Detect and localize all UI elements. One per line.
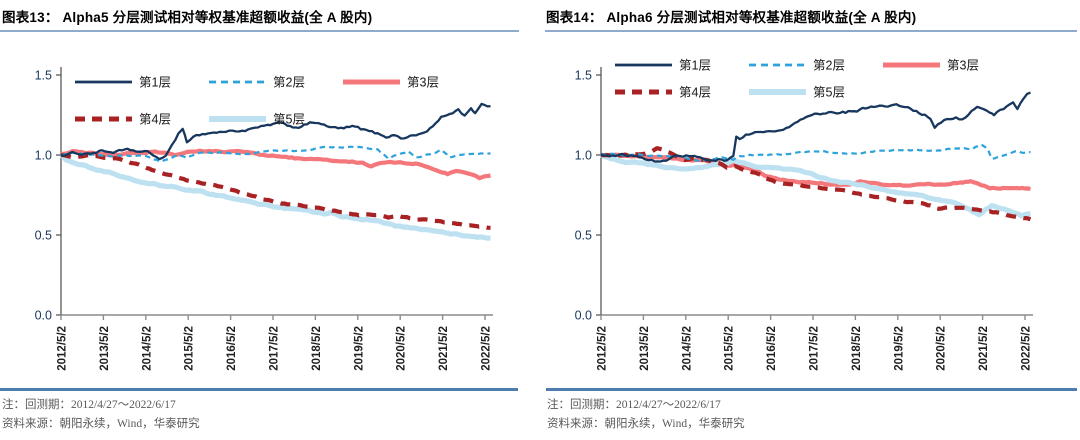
- legend-item-第3层: 第3层: [343, 76, 439, 90]
- x-tick-label: 2020/5/2: [396, 326, 408, 371]
- figure-14-note-backtest-period: 注：回测期：2012/4/27～2022/6/17: [547, 399, 721, 411]
- x-tick-label: 2022/5/2: [481, 326, 493, 371]
- series-line-第4层: [60, 152, 491, 230]
- figure-14-title: 图表14： Alpha6 分层测试相对等权基准超额收益(全 A 股内): [546, 10, 917, 25]
- series-line-第5层: [59, 152, 491, 241]
- figure-14-title-underline: [545, 30, 1077, 32]
- legend-label: 第3层: [947, 59, 979, 73]
- x-tick-label: 2013/5/2: [639, 326, 651, 371]
- legend-label: 第2层: [813, 59, 845, 73]
- figure-13-note-source: 资料来源：朝阳永续，Wind，华泰研究: [2, 418, 200, 430]
- x-tick-label: 2016/5/2: [226, 326, 238, 371]
- y-tick-label: 1.5: [35, 69, 52, 83]
- x-tick-label: 2013/5/2: [99, 326, 111, 371]
- legend-label: 第2层: [273, 76, 305, 90]
- legend-item-第1层: 第1层: [615, 59, 711, 73]
- legend-item-第1层: 第1层: [75, 76, 171, 90]
- x-tick-label: 2016/5/2: [766, 326, 778, 371]
- legend-item-第5层: 第5层: [749, 86, 845, 100]
- legend-item-第2层: 第2层: [209, 76, 305, 90]
- y-tick-label: 1.0: [575, 149, 592, 163]
- x-tick-label: 2014/5/2: [141, 326, 153, 371]
- series-line-第1层: [60, 102, 491, 161]
- x-tick-label: 2021/5/2: [438, 326, 450, 371]
- legend-label: 第4层: [139, 113, 171, 127]
- series-line-第3层: [60, 148, 491, 181]
- x-tick-label: 2018/5/2: [311, 326, 323, 371]
- x-tick-label: 2020/5/2: [936, 326, 948, 371]
- legend-label: 第5层: [273, 113, 305, 127]
- y-tick-label: 1.0: [35, 149, 52, 163]
- x-tick-label: 2017/5/2: [809, 326, 821, 371]
- x-tick-label: 2019/5/2: [893, 326, 905, 371]
- legend-label: 第1层: [679, 59, 711, 73]
- legend-item-第3层: 第3层: [883, 59, 979, 73]
- legend-item-第2层: 第2层: [749, 59, 845, 73]
- y-tick-label: 0.5: [575, 229, 592, 243]
- figure-13-title: 图表13： Alpha5 分层测试相对等权基准超额收益(全 A 股内): [2, 10, 373, 25]
- y-tick-label: 1.5: [575, 69, 592, 83]
- x-tick-label: 2017/5/2: [269, 326, 281, 371]
- x-tick-label: 2012/5/2: [57, 326, 69, 371]
- y-tick-label: 0.0: [35, 309, 52, 323]
- legend-item-第4层: 第4层: [615, 86, 711, 100]
- x-tick-label: 2018/5/2: [851, 326, 863, 371]
- legend-label: 第5层: [813, 86, 845, 100]
- series-line-第5层: [600, 152, 1031, 219]
- figure-13-note-backtest-period: 注：回测期：2012/4/27～2022/6/17: [2, 399, 176, 411]
- y-tick-label: 0.5: [35, 229, 52, 243]
- figure-13-title-underline: [0, 30, 519, 32]
- x-tick-label: 2019/5/2: [353, 326, 365, 371]
- x-tick-label: 2015/5/2: [184, 326, 196, 371]
- figure-13-note-separator: [0, 388, 518, 391]
- legend-label: 第1层: [139, 76, 171, 90]
- legend-item-第5层: 第5层: [209, 113, 305, 127]
- alpha6-layer-test-chart: 0.0 0.5 1.0 1.5 2012/5/2 2013/5/2 2014/5/2 2015…: [575, 59, 1033, 371]
- series-line-第3层: [600, 152, 1031, 191]
- legend-label: 第4层: [679, 86, 711, 100]
- x-tick-label: 2015/5/2: [724, 326, 736, 371]
- x-tick-label: 2012/5/2: [597, 326, 609, 371]
- alpha5-layer-test-chart: 0.0 0.5 1.0 1.5 2012/5/2 2013/5/2 2014/5/2 2015…: [35, 67, 493, 371]
- series-line-第4层: [600, 146, 1032, 222]
- figure-14-note-separator: [546, 388, 1077, 391]
- x-tick-label: 2014/5/2: [681, 326, 693, 371]
- y-tick-label: 0.0: [575, 309, 592, 323]
- series-line-第1层: [600, 91, 1031, 163]
- figure-14-note-source: 资料来源：朝阳永续，Wind，华泰研究: [547, 418, 745, 430]
- legend-label: 第3层: [407, 76, 439, 90]
- x-tick-label: 2022/5/2: [1021, 326, 1033, 371]
- legend-item-第4层: 第4层: [75, 113, 171, 127]
- x-tick-label: 2021/5/2: [978, 326, 990, 371]
